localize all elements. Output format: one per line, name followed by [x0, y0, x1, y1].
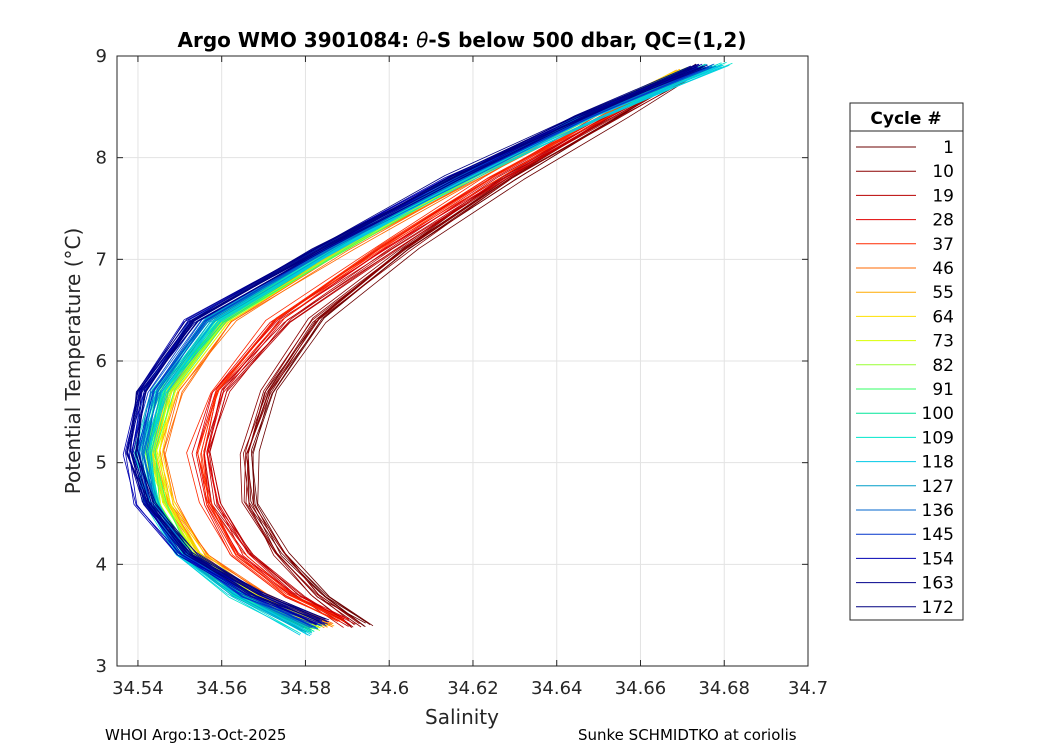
legend-label: 46 [932, 259, 954, 279]
y-tick-label: 6 [96, 351, 107, 372]
x-tick-label: 34.62 [447, 678, 499, 699]
legend-label: 28 [932, 211, 954, 231]
legend-label: 73 [932, 332, 954, 352]
legend: Cycle # 1 10 19 28 37 46 55 64 73 82 91 100 109 118 12… [849, 102, 964, 621]
legend-label: 118 [922, 453, 954, 473]
y-tick-label: 9 [96, 46, 107, 67]
legend-label: 91 [932, 380, 954, 400]
profile-line [243, 70, 696, 628]
y-tick-label: 7 [96, 249, 107, 270]
profile-line [134, 63, 699, 620]
legend-label: 1 [943, 138, 954, 158]
series-172 [129, 63, 704, 623]
y-tick-label: 5 [96, 453, 107, 474]
legend-title: Cycle # [870, 109, 941, 129]
x-tick-label: 34.68 [698, 678, 750, 699]
chart-title: Argo WMO 3901084: θ-S below 500 dbar, QC… [178, 28, 747, 52]
x-tick-label: 34.64 [531, 678, 583, 699]
legend-label: 163 [922, 574, 954, 594]
x-tick-label: 34.7 [788, 678, 828, 699]
profile-line [252, 65, 705, 628]
y-tick-label: 8 [96, 148, 107, 169]
profile-line [200, 71, 681, 622]
x-axis-label: Salinity [425, 705, 499, 729]
profile-line [129, 67, 693, 620]
x-tick-label: 34.6 [369, 678, 409, 699]
legend-label: 10 [932, 162, 954, 182]
legend-label: 82 [932, 356, 954, 376]
legend-label: 154 [922, 549, 954, 569]
legend-items: 1 10 19 28 37 46 55 64 73 82 91 100 109 118 127 136 145 1… [856, 138, 954, 618]
y-axis-ticks: 3 4 5 6 7 8 9 [96, 46, 808, 677]
profile-line [203, 72, 689, 623]
y-tick-label: 4 [96, 554, 107, 575]
legend-label: 55 [932, 283, 954, 303]
legend-label: 136 [922, 501, 954, 521]
x-tick-label: 34.54 [112, 678, 164, 699]
x-tick-label: 34.56 [196, 678, 248, 699]
y-axis-label: Potential Temperature (°C) [61, 228, 85, 495]
profile-line [206, 73, 691, 623]
series-group [122, 61, 733, 637]
profile-line [245, 71, 704, 625]
profile-line [257, 66, 709, 627]
legend-label: 37 [932, 235, 954, 255]
legend-label: 172 [922, 598, 954, 618]
profile-line [163, 73, 686, 624]
profile-line [201, 73, 692, 623]
legend-label: 127 [922, 477, 954, 497]
legend-label: 64 [932, 307, 954, 327]
x-tick-label: 34.66 [615, 678, 667, 699]
footer-left: WHOI Argo:13-Oct-2025 [105, 726, 287, 744]
footer-right: Sunke SCHMIDTKO at coriolis [578, 726, 797, 744]
profile-line [245, 69, 698, 628]
profile-line [137, 65, 704, 623]
legend-label: 19 [932, 186, 954, 206]
x-tick-label: 34.58 [280, 678, 332, 699]
series-10 [239, 69, 704, 629]
legend-label: 100 [922, 404, 954, 424]
x-axis-ticks: 34.54 34.56 34.58 34.6 34.62 34.64 34.66 34.68 3… [112, 56, 828, 699]
profile-line [207, 71, 692, 620]
legend-label: 145 [922, 525, 954, 545]
legend-label: 109 [922, 428, 954, 448]
y-tick-label: 3 [96, 656, 107, 677]
profile-line [203, 72, 693, 628]
